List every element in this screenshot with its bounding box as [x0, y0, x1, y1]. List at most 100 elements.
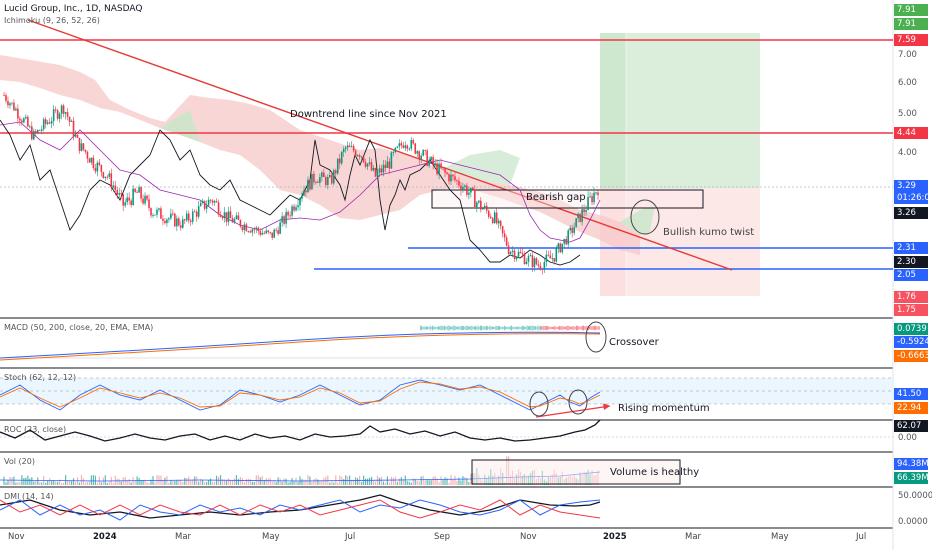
- macd-hist-bar: [459, 326, 461, 330]
- candle: [344, 147, 347, 149]
- price-tag-resistance-2: 4.44: [894, 127, 928, 139]
- candle: [557, 243, 560, 249]
- macd-hist-bar: [507, 326, 509, 330]
- macd-hist-bar: [447, 325, 449, 331]
- volume-bar: [291, 478, 293, 485]
- volume-bar: [7, 480, 9, 485]
- macd-hist-bar: [441, 325, 443, 331]
- macd-hist-bar: [511, 325, 512, 331]
- volume-bar: [380, 476, 383, 485]
- macd-hist-bar: [535, 326, 536, 330]
- volume-bar: [255, 475, 257, 485]
- volume-bar: [208, 480, 210, 485]
- macd-hist-bar: [549, 326, 551, 330]
- vol-label: Vol (20): [4, 457, 35, 466]
- macd-hist-bar: [451, 326, 452, 330]
- candle: [519, 251, 522, 254]
- volume-bar: [378, 477, 381, 485]
- macd-hist-bar: [529, 325, 530, 331]
- candle: [410, 140, 413, 149]
- macd-hist-bar: [496, 326, 498, 330]
- candle: [42, 119, 45, 130]
- candle: [94, 168, 97, 172]
- candle: [489, 216, 492, 219]
- candle: [446, 172, 448, 175]
- candle: [368, 162, 371, 164]
- price-tag-stop-2: 1.75: [894, 304, 928, 316]
- volume-bar: [293, 481, 295, 485]
- candle: [185, 213, 188, 221]
- candle: [13, 102, 15, 111]
- candle: [497, 220, 500, 224]
- candle: [209, 199, 212, 201]
- macd-hist-bar: [486, 325, 487, 331]
- candle: [585, 210, 587, 212]
- volume-bar: [446, 478, 448, 485]
- volume-bar: [382, 481, 385, 485]
- volume-bar: [263, 479, 265, 485]
- macd-hist-bar: [572, 326, 574, 330]
- macd-hist-bar: [460, 325, 462, 331]
- volume-bar: [33, 481, 35, 485]
- volume-bar: [92, 475, 94, 485]
- candle: [493, 212, 496, 224]
- candle: [142, 198, 144, 204]
- macd-hist-bar: [568, 326, 570, 330]
- macd-hist-bar: [429, 325, 431, 331]
- downtrend-line: [27, 19, 733, 271]
- candle: [509, 251, 512, 254]
- price-tick: 4.00: [898, 148, 917, 158]
- candle: [591, 196, 593, 203]
- candle: [384, 164, 387, 169]
- volume-bar: [64, 475, 67, 485]
- volume-bar: [84, 482, 87, 485]
- volume-bar: [438, 482, 440, 485]
- candle: [505, 237, 508, 246]
- candle: [470, 187, 472, 193]
- macd-hist-bar: [423, 326, 425, 330]
- volume-bar: [303, 479, 305, 485]
- volume-bar: [88, 481, 91, 485]
- price-tag-target-high: 7.91: [894, 4, 928, 16]
- volume-bar: [190, 480, 192, 485]
- macd-hist-bar: [526, 325, 528, 331]
- macd-hist-bar: [476, 326, 478, 330]
- macd-hist-bar: [462, 325, 463, 331]
- volume-bar: [464, 477, 466, 485]
- macd-hist-bar: [424, 326, 426, 330]
- volume-bar: [279, 478, 281, 485]
- macd-hist-bar: [538, 326, 540, 330]
- volume-bar: [241, 478, 243, 485]
- macd-hist-bar: [471, 325, 473, 331]
- candle: [122, 194, 124, 206]
- volume-bar: [269, 477, 271, 485]
- candle: [251, 229, 254, 233]
- macd-hist-bar: [530, 325, 532, 331]
- volume-bar: [217, 476, 220, 485]
- candle: [84, 149, 87, 152]
- macd-hist-bar: [482, 326, 484, 330]
- candle: [354, 150, 357, 157]
- volume-bar: [410, 482, 412, 485]
- price-tick: 6.00: [898, 78, 917, 88]
- volume-bar: [297, 481, 299, 485]
- candle: [515, 256, 518, 260]
- candle: [285, 211, 287, 224]
- macd-hist-bar: [484, 326, 486, 330]
- candle: [124, 202, 126, 206]
- candle: [535, 258, 538, 265]
- volume-bar: [323, 477, 325, 485]
- candle: [289, 215, 291, 217]
- candle: [323, 172, 325, 178]
- candle: [356, 155, 359, 157]
- volume-bar: [176, 479, 178, 485]
- macd-hist-bar: [421, 325, 422, 331]
- volume-bar: [204, 482, 206, 485]
- macd-hist-bar: [453, 325, 455, 331]
- volume-bar: [273, 480, 275, 485]
- volume-bar: [225, 480, 228, 485]
- candle: [390, 152, 393, 169]
- candle: [299, 198, 301, 206]
- macd-hist-bar: [513, 326, 515, 330]
- macd-hist-bar: [448, 325, 450, 331]
